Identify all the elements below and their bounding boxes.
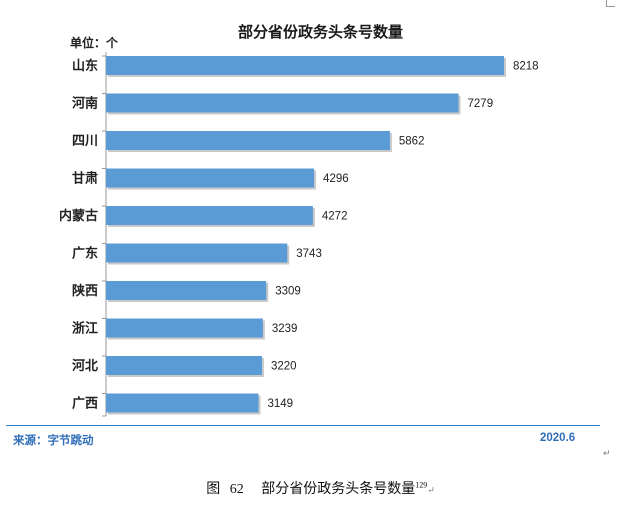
paragraph-mark: ↵ (427, 485, 435, 495)
caption-text: 部分省份政务头条号数量 (261, 482, 416, 497)
bar (106, 93, 459, 113)
data-label: 3239 (272, 323, 298, 335)
category-label: 山东 (72, 58, 98, 73)
figure-caption: 图 62 部分省份政务头条号数量129↵ (0, 478, 641, 498)
category-label: 广东 (72, 246, 98, 261)
footer-divider (6, 425, 600, 426)
category-label: 河南 (72, 96, 98, 111)
data-label: 3743 (296, 248, 322, 260)
category-label: 甘肃 (72, 171, 98, 186)
bar (106, 131, 390, 150)
bar (106, 243, 288, 263)
source-note: 来源：字节跳动 (13, 435, 94, 447)
bar (106, 206, 313, 225)
date-note: 2020.6 (540, 432, 576, 444)
paragraph-mark: ↵ (603, 448, 611, 458)
corner-crop-mark (606, 0, 615, 7)
category-label: 河北 (72, 358, 98, 373)
data-label: 3149 (268, 398, 294, 410)
category-label: 陕西 (72, 283, 98, 298)
bar-chart: 山东 8218 河南 7279 四川 5862 甘肃 4296 内蒙古 4272 广东 3743 陕西 3… (59, 52, 539, 417)
bar (106, 281, 267, 300)
data-label: 4296 (323, 173, 349, 185)
data-label: 5862 (399, 136, 425, 148)
bar (106, 56, 504, 75)
bar (106, 168, 315, 188)
category-label: 内蒙古 (59, 208, 98, 223)
data-label: 8218 (513, 61, 539, 73)
category-label: 广西 (72, 396, 98, 411)
unit-label: 单位：个 (70, 36, 119, 50)
chart-frame: 部分省份政务头条号数量 单位：个 山东 8218 河南 7279 四川 5862 甘肃 429… (6, 0, 615, 458)
data-label: 3220 (271, 361, 297, 373)
bar (106, 318, 263, 338)
bar (106, 356, 262, 375)
caption-label: 图 (206, 482, 221, 497)
data-label: 7279 (468, 98, 494, 110)
caption-number: 62 (229, 482, 244, 497)
chart-title: 部分省份政务头条号数量 (237, 24, 403, 41)
bar (106, 393, 259, 413)
category-label: 四川 (72, 133, 98, 148)
caption-footnote-ref: 129 (415, 480, 428, 490)
data-label: 3309 (275, 286, 301, 298)
data-label: 4272 (322, 211, 348, 223)
category-label: 浙江 (72, 321, 98, 336)
